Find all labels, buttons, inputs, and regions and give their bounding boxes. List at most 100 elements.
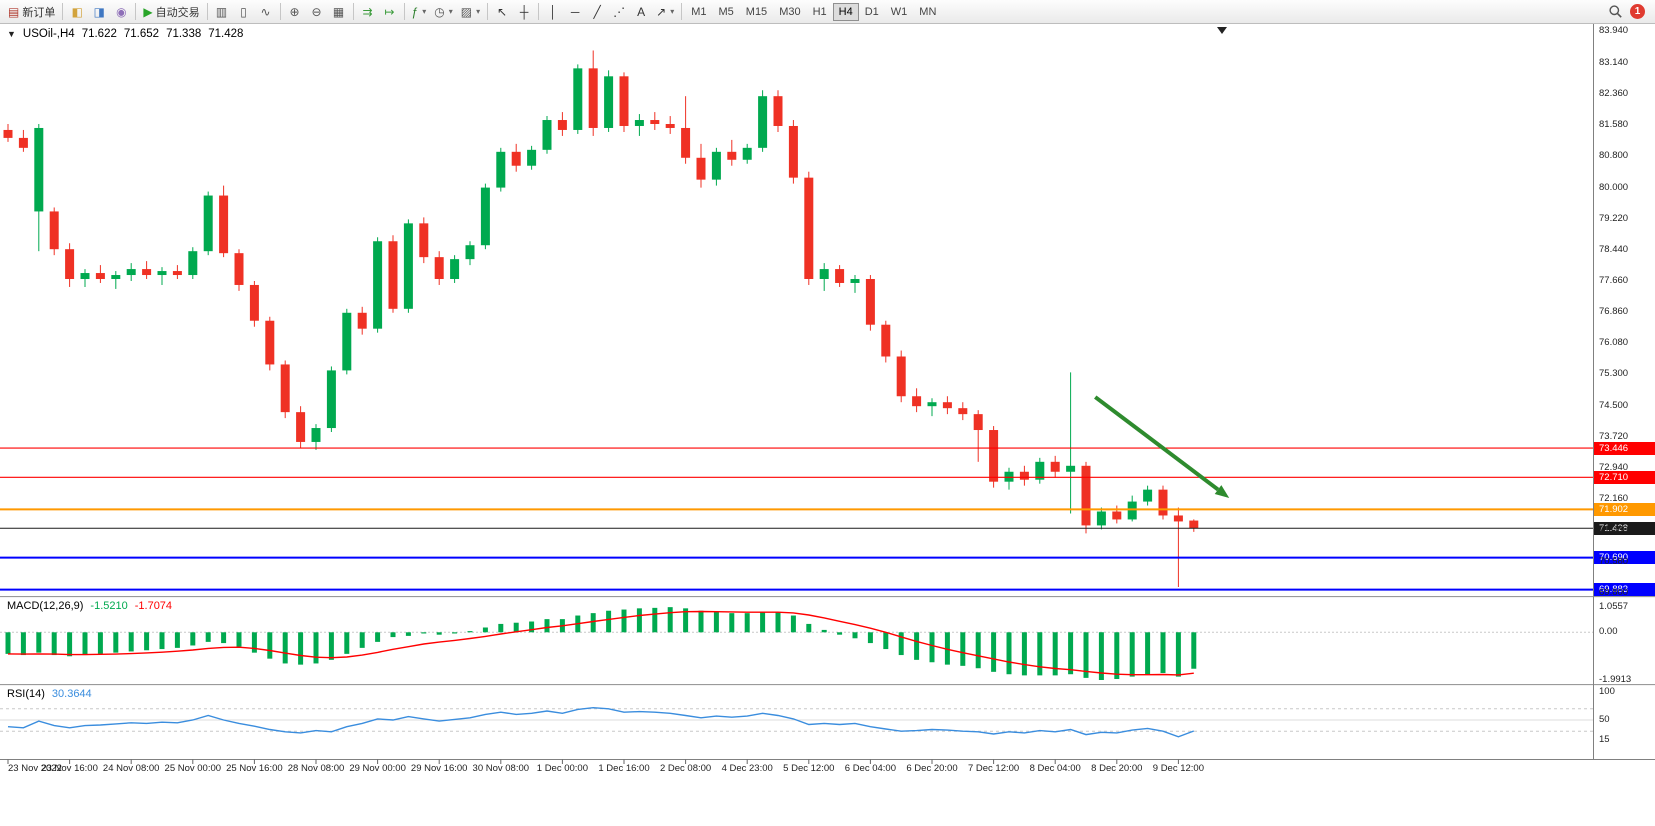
cursor-button[interactable]: ↖ — [491, 2, 513, 22]
candle-body — [18, 137, 28, 148]
toolbar-separator — [403, 3, 405, 20]
trend-arrow-line[interactable] — [1094, 395, 1220, 492]
timeframe-m30-button[interactable]: M30 — [779, 5, 801, 18]
candle-body — [681, 127, 691, 158]
candle-body — [588, 68, 598, 128]
rsi-line — [7, 706, 1195, 738]
candle-body — [1127, 501, 1137, 520]
horizontal-line-icon: ─ — [570, 4, 580, 19]
line-chart-button[interactable]: ∿ — [255, 2, 277, 22]
vertical-line-button[interactable]: │ — [542, 2, 564, 22]
toolbar-separator — [538, 3, 540, 20]
candle-body — [1112, 511, 1122, 520]
tile-windows-icon: ▦ — [332, 4, 345, 19]
fibonacci-button[interactable]: ⋰ — [608, 2, 630, 22]
toolbar-separator — [62, 3, 64, 20]
timeframe-m1-button[interactable]: M1 — [691, 5, 707, 18]
charts-button[interactable]: ◧ — [66, 2, 88, 22]
candlestick-icon: ▯ — [240, 4, 247, 19]
tile-windows-button[interactable]: ▦ — [328, 2, 350, 22]
indicators-button[interactable]: ƒ ▾ — [408, 2, 431, 22]
candle-body — [326, 370, 336, 429]
candle-body — [665, 124, 675, 128]
horizontal-line-button[interactable]: ─ — [564, 2, 586, 22]
timeframe-m15-button[interactable]: M15 — [745, 5, 768, 18]
search-icon[interactable] — [1608, 4, 1623, 19]
toolbar-right-group: 1 — [1608, 4, 1651, 19]
timeframe-mn-button[interactable]: MN — [919, 5, 937, 18]
auto-scroll-icon: ⇉ — [362, 4, 373, 19]
bar-chart-button[interactable]: ▥ — [211, 2, 233, 22]
trend-arrow-head[interactable] — [1214, 485, 1230, 498]
candle-body — [711, 151, 721, 180]
candle-body — [373, 241, 383, 329]
candle-body — [865, 279, 875, 325]
templates-button[interactable]: ▨ ▾ — [457, 2, 484, 22]
zoom-in-button[interactable]: ⊕ — [284, 2, 306, 22]
profiles-button[interactable]: ◨ — [88, 2, 110, 22]
notification-badge[interactable]: 1 — [1630, 4, 1645, 19]
candle-body — [942, 402, 952, 409]
timeframe-h4-button[interactable]: H4 — [832, 2, 859, 21]
candle-body — [742, 147, 752, 160]
candle-body — [342, 312, 352, 371]
fibonacci-icon: ⋰ — [613, 4, 626, 19]
candle-body — [912, 396, 922, 407]
charts-icon: ◧ — [71, 4, 84, 19]
new-order-button[interactable]: ▤ 新订单 — [4, 2, 59, 22]
auto-trading-button-label: 自动交易 — [155, 6, 200, 19]
chart-shift-icon: ↦ — [384, 4, 395, 19]
candle-body — [1081, 465, 1091, 526]
candle-body — [958, 408, 968, 415]
crosshair-button[interactable]: ┼ — [513, 2, 535, 22]
candle-body — [249, 284, 259, 321]
toolbar-separator — [279, 3, 281, 20]
trendline-button[interactable]: ╱ — [586, 2, 608, 22]
main-toolbar: ▤ 新订单 ◧ ◨ ◉ ▶ 自动交易 ▥ ▯ ∿ ⊕ ⊖ ▦ ⇉ ↦ ƒ ▾ ◷ ▾ ▨ ▾ ↖ ┼ │ ─ ╱ ⋰ A ↗ ▾ M1 M5 M… — [0, 0, 1655, 24]
timeframe-w1-button[interactable]: W1 — [890, 5, 908, 18]
candle-body — [357, 312, 367, 329]
candle-body — [219, 195, 229, 254]
toolbar-separator — [206, 3, 208, 20]
chevron-down-icon: ▾ — [476, 7, 481, 16]
candle-body — [280, 364, 290, 413]
candle-body — [727, 151, 737, 160]
candle-body — [542, 120, 552, 150]
template-icon: ▨ — [460, 4, 473, 19]
candle-body — [819, 269, 829, 279]
play-icon: ▶ — [143, 4, 153, 19]
candlestick-chart-button[interactable]: ▯ — [233, 2, 255, 22]
candle-body — [650, 120, 660, 124]
candle-body — [850, 279, 860, 283]
clock-icon: ◷ — [434, 4, 445, 19]
auto-scroll-button[interactable]: ⇉ — [357, 2, 379, 22]
candle-body — [188, 251, 198, 276]
text-icon: A — [637, 4, 646, 19]
candle-body — [142, 269, 152, 276]
candle-body — [604, 76, 614, 128]
timeframe-m5-button[interactable]: M5 — [718, 5, 734, 18]
arrow-icon: ↗ — [656, 4, 667, 19]
refresh-button[interactable]: ◉ — [110, 2, 132, 22]
candle-body — [1050, 461, 1060, 472]
chevron-down-icon: ▾ — [448, 7, 453, 16]
text-tool-button[interactable]: A — [630, 2, 652, 22]
toolbar-separator — [487, 3, 489, 20]
candle-body — [450, 259, 460, 279]
vertical-line-icon: │ — [549, 4, 557, 19]
toolbar-separator — [135, 3, 137, 20]
timeframe-h1-button[interactable]: H1 — [812, 5, 827, 18]
timeframe-d1-button[interactable]: D1 — [864, 5, 879, 18]
zoom-out-button[interactable]: ⊖ — [306, 2, 328, 22]
candle-body — [758, 96, 768, 148]
candle-body — [465, 245, 475, 260]
candle-body — [434, 257, 444, 279]
chart-shift-button[interactable]: ↦ — [379, 2, 401, 22]
periods-button[interactable]: ◷ ▾ — [430, 2, 457, 22]
candle-body — [527, 149, 537, 166]
candle-body — [265, 320, 275, 365]
arrows-tool-button[interactable]: ↗ ▾ — [652, 2, 678, 22]
profiles-icon: ◨ — [93, 4, 106, 19]
auto-trading-button[interactable]: ▶ 自动交易 — [139, 2, 203, 22]
